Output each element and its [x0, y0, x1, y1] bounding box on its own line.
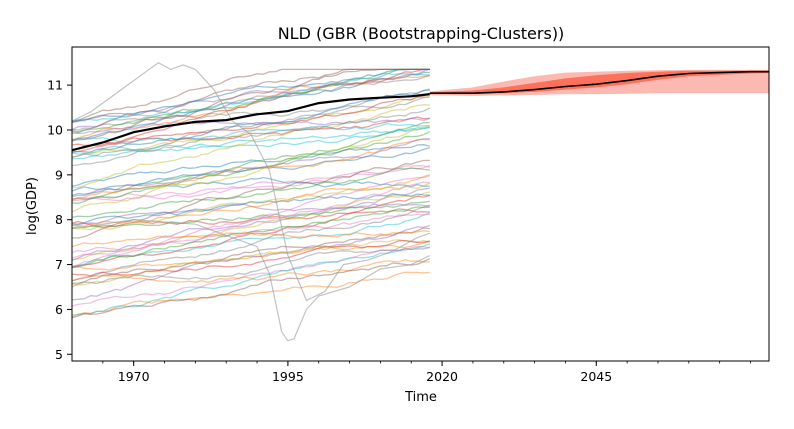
plot-frame: [71, 46, 770, 362]
chart-title: NLD (GBR (Bootstrapping-Clusters)): [278, 24, 565, 43]
forecast-inner-band: [429, 70, 769, 95]
y-tick-label: 9: [55, 167, 63, 182]
country-series-line: [71, 72, 430, 123]
country-series-line: [71, 95, 430, 158]
country-series-line: [71, 271, 430, 316]
x-axis: 1970 1995 2020 2045: [102, 361, 751, 384]
country-series-line: [71, 246, 430, 288]
country-series-line: [71, 258, 431, 319]
y-axis-label: log(GDP): [25, 177, 40, 235]
country-series-line: [71, 240, 431, 271]
country-series-line: [71, 68, 430, 134]
country-series-line: [71, 138, 430, 198]
country-series-line: [71, 259, 430, 283]
country-series-line: [71, 227, 430, 285]
country-series-line: [71, 182, 431, 231]
country-series-line: [71, 146, 430, 192]
country-series-line: [71, 187, 430, 261]
country-series-line: [71, 68, 430, 122]
country-series-line: [71, 117, 430, 135]
y-tick-label: 6: [55, 302, 63, 317]
country-series-line: [71, 104, 430, 189]
country-series-line: [71, 208, 430, 228]
x-axis-label: Time: [404, 390, 437, 405]
country-series-line: [71, 122, 430, 143]
x-tick-label: 2045: [580, 369, 612, 384]
country-series-line: [71, 239, 430, 277]
country-series-line: [71, 88, 430, 167]
country-series-line: [71, 192, 430, 225]
y-tick-label: 10: [47, 122, 63, 137]
y-tick-label: 11: [47, 78, 63, 93]
country-series-line: [71, 194, 430, 268]
country-series-line: [71, 167, 430, 219]
country-series-line: [71, 74, 431, 131]
country-series-line: [71, 246, 430, 307]
country-series-line: [71, 191, 430, 261]
country-series-line: [71, 68, 430, 152]
country-series-line: [71, 165, 430, 202]
y-tick-label: 5: [55, 347, 63, 362]
y-axis: 5 6 7 8 9 10 11: [47, 78, 72, 362]
target-country-history-line: [71, 93, 430, 152]
country-series-line: [71, 204, 430, 282]
country-series-line: [71, 75, 430, 141]
country-series-line: [71, 243, 431, 318]
country-series-line: [71, 175, 430, 268]
plot-area: [71, 61, 769, 342]
country-series-line: [71, 203, 430, 227]
y-tick-label: 7: [55, 257, 63, 272]
country-series-line: [71, 68, 430, 143]
country-series-line: [71, 144, 430, 187]
country-series-line: [71, 121, 430, 205]
country-series-line: [71, 125, 430, 213]
country-series-line: [71, 206, 430, 269]
country-series-line: [71, 138, 430, 202]
country-series-line: [71, 213, 430, 254]
country-series-line: [71, 200, 430, 229]
country-series-line: [71, 164, 431, 202]
country-series-line: [71, 89, 430, 153]
country-series-line: [71, 68, 430, 124]
country-series-line: [71, 230, 430, 248]
country-series-line: [71, 116, 430, 147]
country-series-line: [71, 238, 430, 286]
country-series-line: [71, 68, 430, 123]
country-series-line: [71, 96, 430, 133]
forecast-median-line: [429, 70, 769, 94]
country-series-line: [72, 92, 431, 153]
country-series-line: [71, 181, 430, 259]
country-series-line: [71, 131, 431, 200]
country-series-line: [71, 176, 430, 197]
x-tick-label: 1995: [272, 369, 304, 384]
country-series-line: [71, 68, 430, 131]
country-series-line: [71, 224, 430, 301]
country-series-line: [71, 71, 430, 141]
country-series-line: [71, 127, 430, 155]
volatile-country-series-line: [71, 61, 431, 302]
country-series-line: [71, 126, 430, 160]
country-series-line: [71, 173, 430, 227]
volatile-country-series-line: [71, 219, 431, 342]
x-tick-label: 1970: [118, 369, 150, 384]
x-tick-label: 2020: [426, 369, 458, 384]
country-series-line: [71, 212, 431, 268]
y-tick-label: 8: [55, 212, 63, 227]
